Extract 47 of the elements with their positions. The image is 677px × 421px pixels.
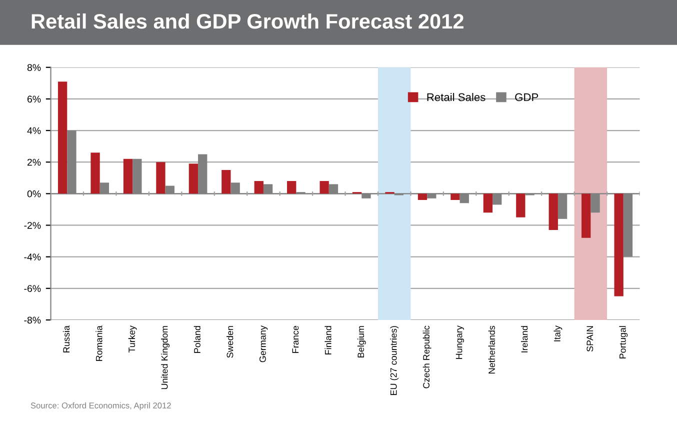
x-tick-label: Finland	[324, 326, 332, 354]
x-tick-label: Czech Republic	[422, 326, 432, 388]
y-tick-label: 8%	[27, 64, 41, 71]
bar	[188, 164, 198, 194]
x-tick-label: Hungary	[456, 326, 464, 359]
y-tick-label: -6%	[24, 285, 41, 292]
bar	[582, 194, 591, 238]
x-tick-label: SPAIN	[586, 326, 594, 352]
source-note: Source: Oxford Economics, April 2012	[30, 402, 171, 410]
y-tick-label: -4%	[24, 254, 41, 260]
x-tick-label: Poland	[194, 326, 200, 353]
x-tick-label: Netherlands	[488, 326, 495, 374]
chart-title: Retail Sales and GDP Growth Forecast 2012	[32, 13, 464, 29]
x-tick-label: France	[292, 326, 299, 353]
legend-label: GDP	[515, 93, 538, 102]
x-tick-label: Turkey	[128, 326, 137, 353]
x-tick-label: Belgium	[357, 326, 366, 358]
x-tick-label: Germany	[259, 326, 268, 362]
x-tick-label: Sweden	[226, 326, 234, 358]
bar	[123, 158, 133, 194]
bar	[418, 194, 428, 200]
bar	[614, 194, 624, 296]
bar	[516, 194, 526, 218]
y-tick-label: 2%	[27, 158, 41, 166]
bar	[254, 181, 264, 194]
x-tick-label: Ireland	[521, 326, 528, 352]
x-tick-label: Russia	[62, 326, 70, 352]
bar	[450, 194, 460, 200]
bar	[222, 170, 231, 194]
bar	[320, 181, 329, 194]
x-tick-label: EU (27 countries)	[390, 326, 399, 396]
x-tick-label: Romania	[96, 326, 102, 361]
x-tick-label: Italy	[554, 326, 562, 342]
bar	[90, 152, 100, 194]
y-tick-label: 0%	[27, 190, 41, 198]
x-tick-label: United Kingdom	[161, 326, 170, 390]
bar	[156, 162, 166, 194]
bar	[58, 82, 68, 194]
bar	[287, 181, 296, 194]
y-tick-label: -2%	[24, 222, 41, 229]
y-tick-label: -8%	[24, 316, 41, 324]
x-tick-label: Portugal	[619, 326, 628, 358]
legend-label: Retail Sales	[427, 92, 486, 102]
y-tick-label: 4%	[27, 127, 41, 134]
bar	[483, 194, 493, 213]
y-tick-label: 6%	[27, 96, 41, 103]
bar	[548, 194, 558, 230]
